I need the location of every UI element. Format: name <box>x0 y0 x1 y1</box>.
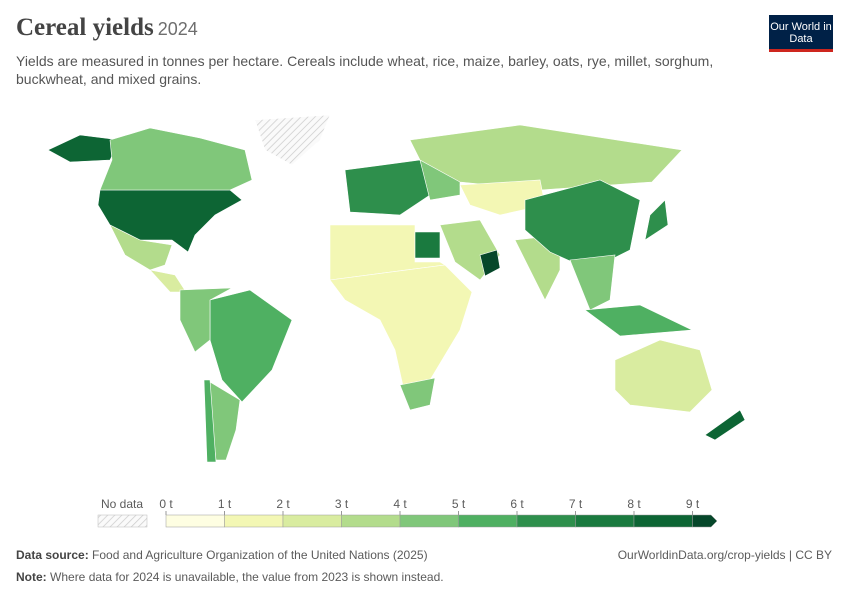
legend-tick-label: 7 t <box>569 497 583 511</box>
country <box>203 379 217 463</box>
country <box>584 304 694 337</box>
legend-swatch <box>633 514 693 528</box>
country <box>329 264 473 396</box>
legend-tick-label: 2 t <box>276 497 290 511</box>
countries <box>47 114 746 463</box>
country <box>704 409 746 441</box>
legend-tick-label: 4 t <box>393 497 407 511</box>
legend-swatch <box>341 514 401 528</box>
legend-swatch <box>516 514 576 528</box>
country <box>614 339 713 413</box>
legend-tick-label: 1 t <box>218 497 232 511</box>
country <box>179 287 233 353</box>
no-data-swatch <box>97 514 148 528</box>
subtitle: Yields are measured in tonnes per hectar… <box>16 53 714 87</box>
country <box>344 159 431 216</box>
country <box>254 114 331 166</box>
country <box>479 249 501 277</box>
legend-tick-label: 5 t <box>452 497 466 511</box>
country <box>109 224 173 271</box>
legend-swatch <box>224 514 284 528</box>
country <box>149 269 187 293</box>
note-label: Note: <box>16 570 47 584</box>
source-label: Data source: <box>16 548 89 562</box>
country <box>399 377 436 411</box>
country <box>414 231 441 259</box>
url[interactable]: OurWorldinData.org/crop-yields | CC BY <box>617 548 832 562</box>
legend-tick-label: 0 t <box>159 497 173 511</box>
country <box>569 254 616 311</box>
legend-tick-label: 6 t <box>510 497 524 511</box>
country <box>459 179 546 216</box>
year: 2024 <box>157 19 198 39</box>
legend-tick-label: 9 t <box>686 497 700 511</box>
legend: No data 0 t 1 t 2 t 3 t 4 t 5 t 6 t 7 t 8 t 9 t <box>97 497 718 528</box>
country <box>209 289 293 403</box>
no-data-label: No data <box>101 497 143 511</box>
legend-swatch <box>165 514 225 528</box>
legend-tick-label: 8 t <box>627 497 641 511</box>
note: Note: Where data for 2024 is unavailable… <box>16 570 444 584</box>
source: Data source: Food and Agriculture Organi… <box>16 548 428 562</box>
legend-swatch <box>282 514 342 528</box>
legend-tick-label: 3 t <box>335 497 349 511</box>
legend-swatch <box>399 514 459 528</box>
country <box>99 127 253 191</box>
title: Cereal yields 2024 <box>16 14 198 42</box>
note-text: Where data for 2024 is unavailable, the … <box>50 570 444 584</box>
legend-swatch <box>692 514 718 528</box>
logo[interactable]: Our World in Data <box>769 15 833 52</box>
legend-swatch <box>458 514 518 528</box>
country <box>644 199 669 241</box>
legend-swatch <box>575 514 635 528</box>
source-text: Food and Agriculture Organization of the… <box>92 548 428 562</box>
title-text: Cereal yields <box>16 14 154 41</box>
